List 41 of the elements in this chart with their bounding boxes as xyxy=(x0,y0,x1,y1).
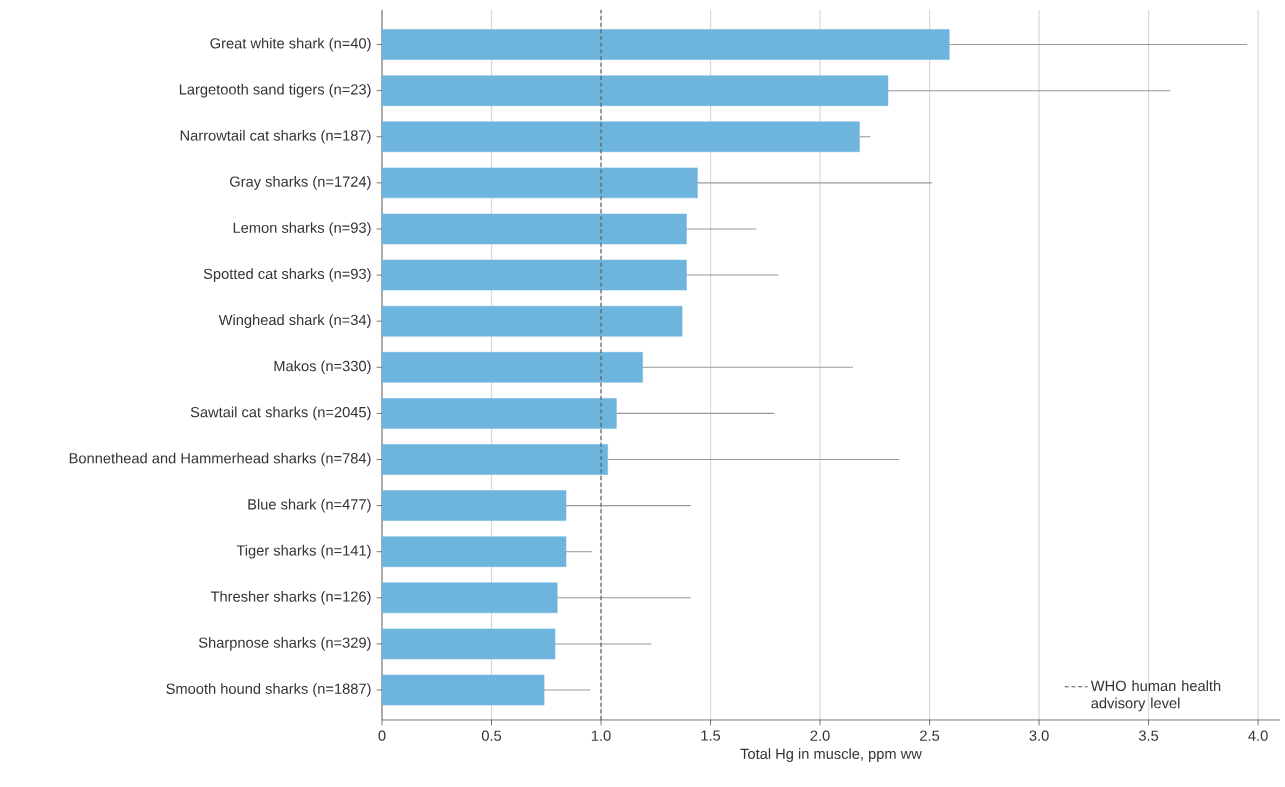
x-tick-label: 0 xyxy=(378,730,386,741)
x-tick-label: 1.0 xyxy=(591,730,611,741)
y-tick-label: Blue shark (n=477) xyxy=(248,498,371,513)
x-tick-label: 1.5 xyxy=(701,730,721,741)
y-tick-label: Sawtail cat sharks (n=2045) xyxy=(190,406,371,421)
bar xyxy=(381,444,608,475)
x-tick-label: 0.5 xyxy=(481,730,502,741)
y-tick-label: Winghead shark (n=34) xyxy=(218,314,371,329)
y-tick-label: Thresher sharks (n=126) xyxy=(210,590,371,605)
bar xyxy=(381,536,567,567)
y-tick-label: Great white shark (n=40) xyxy=(210,37,371,52)
bar xyxy=(381,75,889,106)
ref-line-label: WHO human health advisory level xyxy=(1090,680,1221,712)
x-axis-title: Total Hg in muscle, ppm ww xyxy=(740,748,922,762)
bar xyxy=(381,29,950,60)
x-tick-label: 2.5 xyxy=(920,730,940,741)
x-tick-label: 3.0 xyxy=(1029,730,1049,741)
y-tick-label: Spotted cat sharks (n=93) xyxy=(203,268,371,282)
y-tick-label: Largetooth sand tigers (n=23) xyxy=(179,83,371,98)
y-tick-label: Sharpnose sharks (n=329) xyxy=(198,637,371,651)
bar xyxy=(381,674,545,706)
y-tick-label: Tiger sharks (n=141) xyxy=(236,544,371,559)
y-tick-label: Makos (n=330) xyxy=(274,360,371,375)
bar xyxy=(381,582,558,614)
bar xyxy=(381,259,687,291)
bar xyxy=(381,490,567,521)
x-tick-label: 4.0 xyxy=(1248,730,1268,741)
bar xyxy=(381,628,556,660)
x-tick-label: 2.0 xyxy=(810,730,830,741)
y-tick-label: Smooth hound sharks (n=1887) xyxy=(166,683,371,697)
bar xyxy=(381,121,860,153)
bar xyxy=(381,167,698,199)
y-tick-label: Gray sharks (n=1724) xyxy=(230,176,371,190)
y-tick-label: Bonnethead and Hammerhead sharks (n=784) xyxy=(69,452,371,467)
bar xyxy=(381,398,617,429)
bar xyxy=(381,305,683,337)
x-tick-label: 3.5 xyxy=(1138,730,1159,741)
bar xyxy=(381,213,687,245)
y-tick-label: Lemon sharks (n=93) xyxy=(233,222,371,236)
y-tick-label: Narrowtail cat sharks (n=187) xyxy=(180,129,371,144)
bar xyxy=(381,352,643,383)
